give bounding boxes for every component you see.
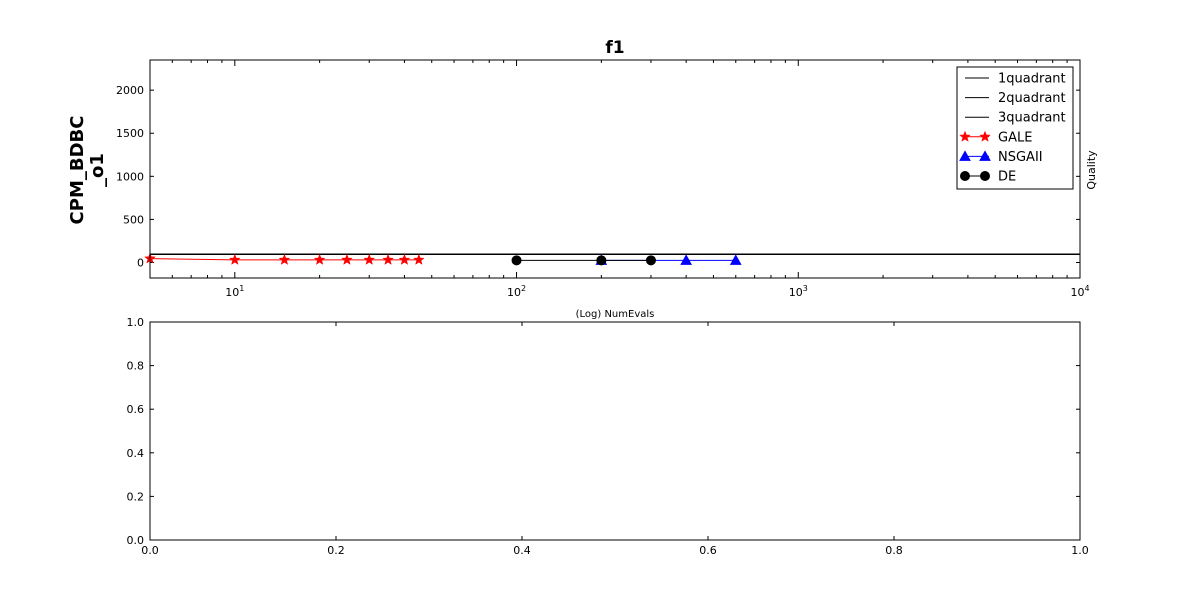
legend-item: 3quadrant (965, 111, 1066, 126)
data-point-GALE (363, 253, 376, 265)
legend-item: DE (960, 170, 1016, 185)
y-axis-label-line: _o1 (87, 153, 108, 187)
legend-marker (979, 130, 991, 142)
legend-label: GALE (998, 130, 1032, 145)
bottom-plot-frame (149, 321, 1081, 541)
y-tick-label: 1.0 (127, 316, 145, 329)
bottom-axis-ticks: 0.0 0.2 0.4 0.6 0.8 1.0 0.0 0.2 0.4 0.6 0.8 1.0 (127, 316, 1089, 557)
data-point-DE (511, 255, 522, 266)
chart-title: f1 (605, 38, 624, 58)
y-tick-label: 0.0 (127, 534, 145, 547)
legend-marker (979, 150, 991, 161)
series-GALE (144, 252, 425, 265)
legend-item: 1quadrant (965, 72, 1066, 87)
y-tick-label: 0.6 (127, 403, 145, 416)
data-point-GALE (228, 253, 241, 265)
data-point-NSGAII (729, 254, 742, 265)
legend: 1quadrant 2quadrant 3quadrant GALE NSGAII DE (956, 66, 1074, 190)
right-axis-label: Quality (1085, 150, 1098, 190)
data-point-DE (596, 255, 607, 266)
legend-item: 2quadrant (965, 91, 1066, 106)
top-series-layer (144, 252, 1080, 266)
legend-label: 2quadrant (998, 91, 1066, 106)
y-tick-label: 1000 (116, 170, 144, 183)
legend-box (956, 66, 1074, 190)
data-point-GALE (382, 253, 395, 265)
data-point-GALE (313, 253, 326, 265)
legend-label: DE (998, 170, 1016, 185)
y-axis-label-line: CPM_BDBC (67, 116, 88, 225)
legend-marker (959, 130, 971, 142)
x-tick-label: 0.0 (141, 544, 159, 557)
x-axis-label: (Log) NumEvals (576, 309, 655, 320)
y-tick-label: 1500 (116, 127, 144, 140)
y-tick-label: 0.8 (127, 360, 145, 373)
legend-item: NSGAII (959, 150, 1043, 165)
data-point-GALE (412, 253, 425, 265)
legend-label: 3quadrant (998, 111, 1066, 126)
y-tick-label: 0.4 (127, 447, 145, 460)
y-axis-label-text: CPM_BDBC_o1 (67, 116, 108, 225)
x-tick-label: 102 (507, 284, 526, 299)
x-tick-label: 101 (225, 284, 244, 299)
y-tick-label: 2000 (116, 84, 144, 97)
y-tick-label: 0.2 (127, 490, 145, 503)
legend-marker (960, 171, 970, 181)
x-tick-label: 1.0 (1071, 544, 1089, 557)
legend-marker (959, 150, 971, 161)
x-tick-label: 0.6 (699, 544, 717, 557)
x-tick-label: 104 (1070, 284, 1089, 299)
data-point-GALE (398, 253, 411, 265)
legend-marker (980, 171, 990, 181)
y-axis-label: CPM_BDBC_o1 (67, 116, 108, 225)
x-tick-label: 0.2 (327, 544, 345, 557)
legend-label: 1quadrant (998, 72, 1066, 87)
top-axis-ticks: 0 500 1000 1500 2000 101 102 103 104 (116, 60, 1090, 299)
x-tick-label: 103 (789, 284, 808, 299)
data-point-GALE (278, 253, 291, 265)
series-DE (511, 255, 656, 266)
data-point-DE (645, 255, 656, 266)
bottom-chart: 0.0 0.2 0.4 0.6 0.8 1.0 0.0 0.2 0.4 0.6 0.8 1.0 (127, 316, 1089, 557)
data-point-GALE (341, 253, 353, 265)
top-plot-frame (149, 59, 1081, 279)
y-tick-label: 500 (123, 213, 144, 226)
top-chart: f1 CPM_BDBC_o1 Quality (Log) NumEvals 0 5… (67, 38, 1098, 320)
legend-label: NSGAII (998, 150, 1043, 165)
legend-item: GALE (959, 130, 1032, 145)
data-point-NSGAII (680, 254, 693, 265)
y-tick-label: 0 (137, 256, 144, 269)
x-tick-label: 0.4 (513, 544, 531, 557)
x-tick-label: 0.8 (885, 544, 903, 557)
